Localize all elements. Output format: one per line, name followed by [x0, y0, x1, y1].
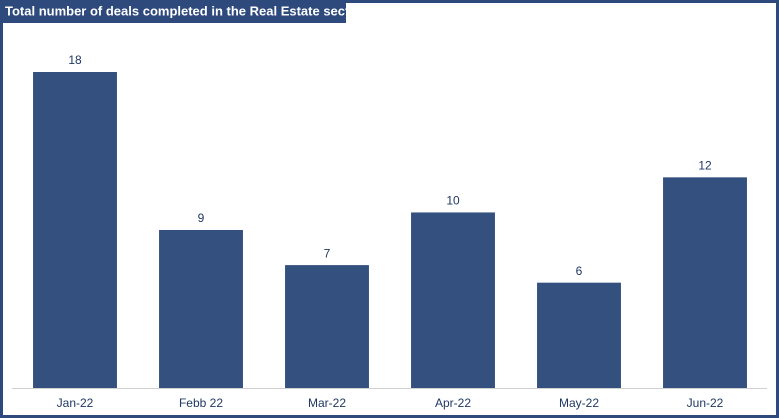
data-label: 10 — [446, 194, 460, 208]
data-label: 9 — [198, 211, 205, 225]
data-label: 18 — [68, 53, 82, 67]
bar — [33, 72, 117, 388]
bar — [159, 230, 243, 388]
x-tick-label: Jan-22 — [57, 396, 94, 410]
x-tick-label: Jun-22 — [687, 396, 724, 410]
x-tick-label: Apr-22 — [435, 396, 471, 410]
data-label: 7 — [324, 246, 331, 260]
chart-title: Total number of deals completed in the R… — [5, 3, 418, 18]
title-box — [0, 0, 346, 23]
bar — [537, 282, 621, 388]
bar — [411, 212, 495, 388]
data-label: 12 — [698, 159, 712, 173]
x-tick-label: Febb 22 — [179, 396, 223, 410]
bar — [285, 265, 369, 388]
x-tick-label: May-22 — [559, 396, 599, 410]
x-tick-label: Mar-22 — [308, 396, 346, 410]
bar — [663, 177, 747, 388]
data-label: 6 — [576, 264, 583, 278]
